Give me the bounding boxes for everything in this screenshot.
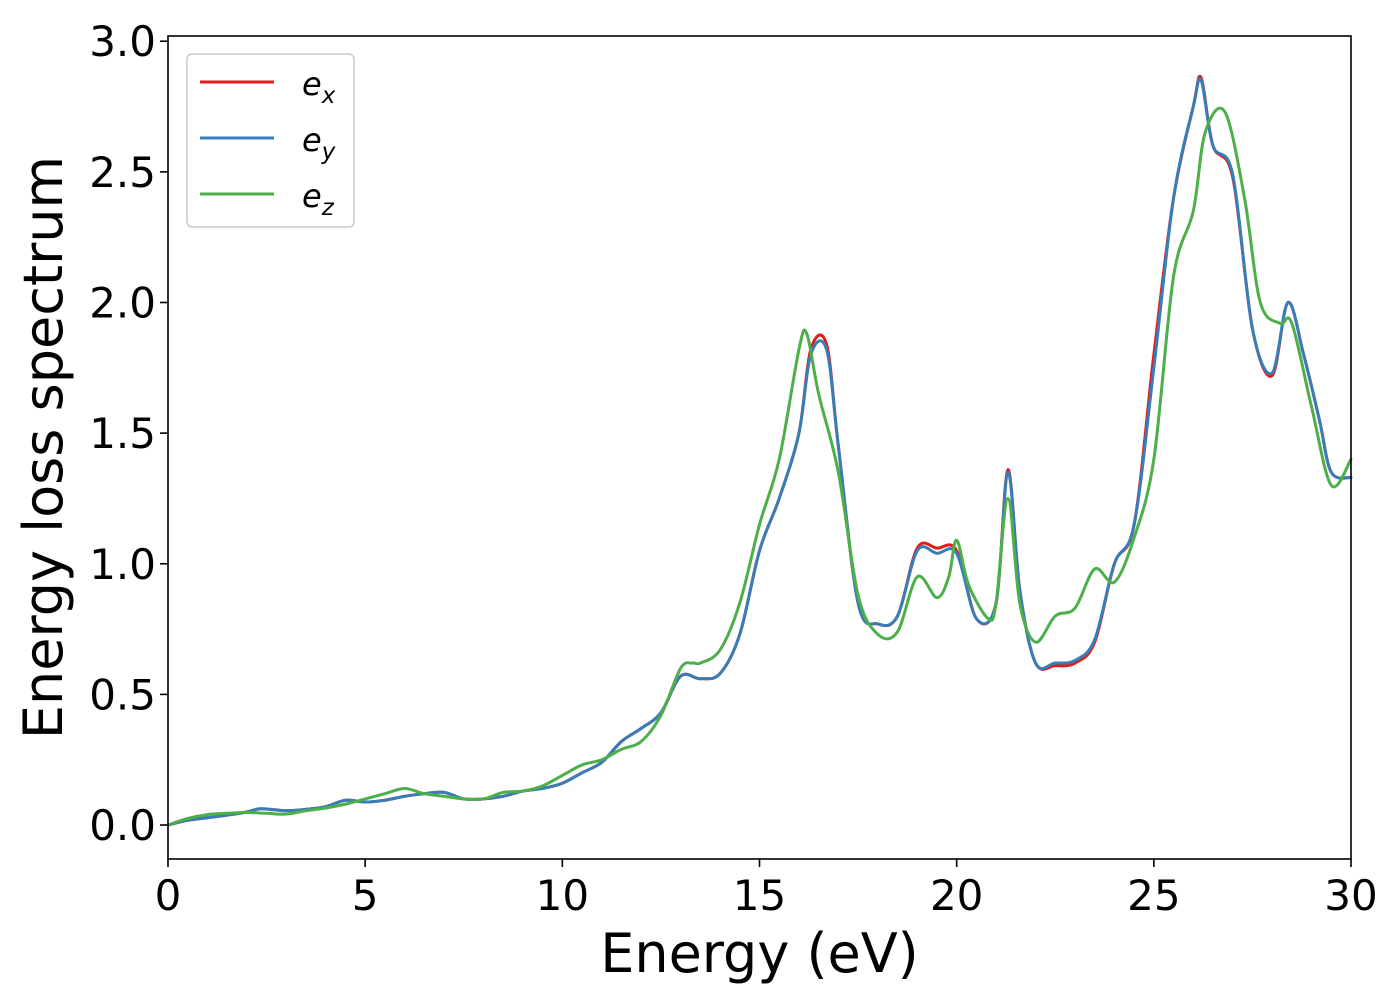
y-tick-label: 2.5	[89, 148, 156, 197]
y-tick-label: 2.0	[89, 278, 156, 327]
legend-box	[186, 53, 355, 228]
x-tick-label: 10	[536, 871, 589, 920]
x-tick-label: 5	[352, 871, 379, 920]
series-lines	[166, 74, 1353, 827]
legend-label-y: ey	[302, 121, 336, 165]
x-axis-title: Energy (eV)	[600, 922, 919, 985]
series-line-e-z	[166, 106, 1353, 827]
x-tick-label: 25	[1127, 871, 1180, 920]
x-tick-label: 20	[930, 871, 983, 920]
legend-label-z: ez	[302, 177, 335, 221]
y-axis-ticks: 0.0 0.5 1.0 1.5 2.0 2.5 3.0	[89, 17, 168, 850]
y-tick-label: 1.0	[89, 540, 156, 589]
legend-label-x: ex	[302, 65, 336, 109]
y-tick-label: 0.0	[89, 801, 156, 850]
legend: ex ey ez	[186, 53, 355, 228]
y-axis-title: Energy loss spectrum	[12, 156, 75, 739]
series-line-e-y	[166, 77, 1353, 827]
x-tick-label: 15	[733, 871, 786, 920]
y-tick-label: 1.5	[89, 409, 156, 458]
plot-background	[168, 36, 1351, 859]
y-tick-label: 3.0	[89, 17, 156, 66]
y-tick-label: 0.5	[89, 670, 156, 719]
x-tick-label: 30	[1324, 871, 1377, 920]
x-axis-ticks: 0 5 10 15 20 25 30	[155, 859, 1378, 920]
x-tick-label: 0	[155, 871, 182, 920]
